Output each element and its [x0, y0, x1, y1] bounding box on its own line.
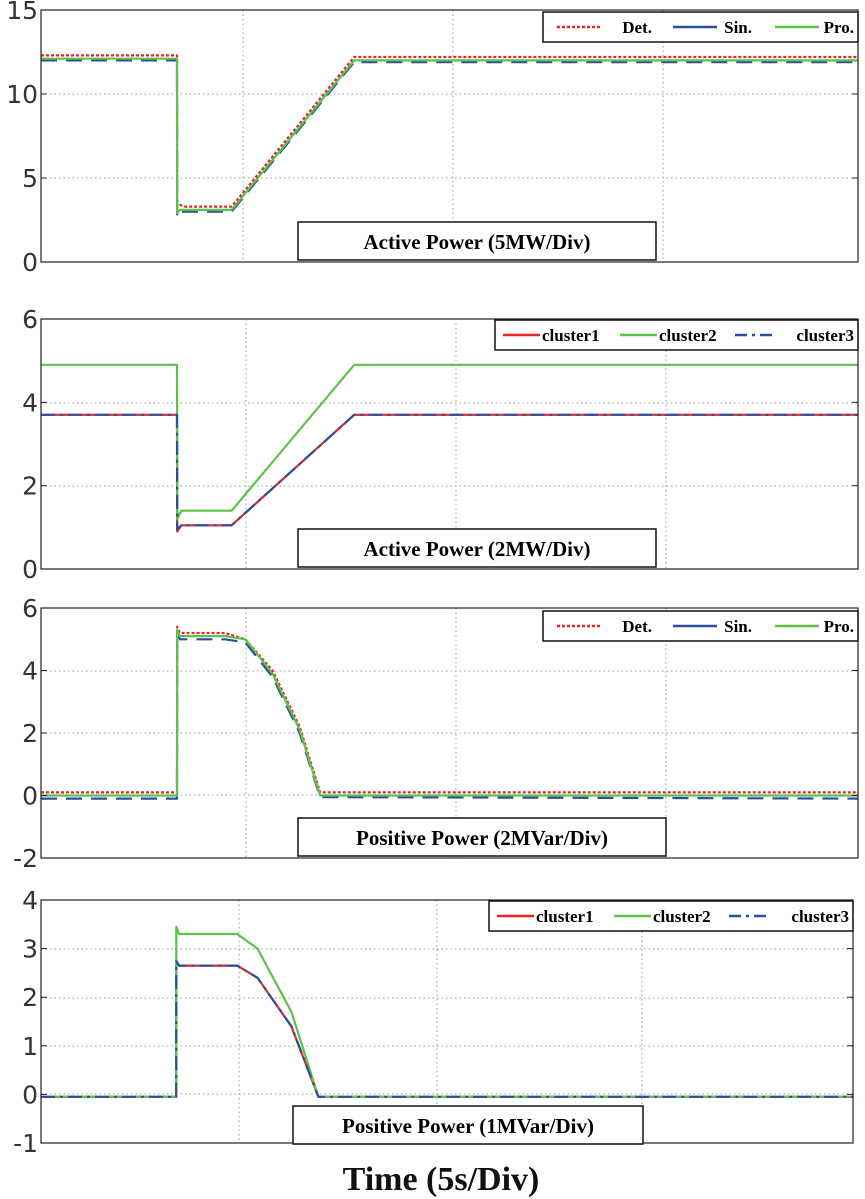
legend-label: Pro.	[824, 18, 854, 37]
caption-box	[297, 221, 657, 261]
chart-title: Active Power (2MW/Div)	[363, 537, 590, 561]
y-tick-label: 4	[22, 388, 38, 417]
y-tick-label: 5	[22, 164, 38, 193]
legend-label: cluster2	[653, 907, 711, 926]
y-tick-label: 2	[22, 472, 38, 501]
y-tick-label: 0	[22, 248, 38, 277]
series-line-pro	[41, 57, 858, 215]
y-tick-label: -1	[13, 1129, 38, 1158]
caption-box	[292, 1105, 644, 1145]
chart-panel-2: 0 2 4 6 cluster1 cluster2 cluster3 Active Power…	[22, 305, 859, 584]
legend-label: Sin.	[724, 617, 752, 636]
y-tick-label: 2	[22, 719, 38, 748]
series-line-cluster3	[41, 959, 853, 1098]
legend-label: Sin.	[724, 18, 752, 37]
y-tick-label: 2	[22, 983, 38, 1012]
chart-title: Positive Power (1MVar/Div)	[342, 1114, 594, 1138]
y-tick-label: 1	[22, 1032, 38, 1061]
caption-box	[297, 817, 667, 857]
legend-label: cluster1	[542, 326, 600, 345]
y-tick-label: 15	[6, 0, 38, 25]
series-line-pro	[41, 628, 858, 797]
y-tick-label: 0	[22, 782, 38, 811]
legend-box	[488, 900, 854, 932]
legend-label: Det.	[622, 617, 652, 636]
y-tick-label: 4	[22, 886, 38, 915]
y-tick-label: 4	[22, 657, 38, 686]
legend-label: cluster3	[796, 326, 854, 345]
chart-title: Positive Power (2MVar/Div)	[356, 826, 608, 850]
x-axis-label: Time (5s/Div)	[343, 1161, 540, 1198]
legend: cluster1 cluster2 cluster3	[494, 319, 859, 351]
series-line-cluster3	[41, 413, 858, 531]
legend-label: Pro.	[824, 617, 854, 636]
y-tick-label: 0	[22, 555, 38, 584]
legend-label: cluster3	[791, 907, 849, 926]
legend-box	[494, 319, 859, 351]
y-tick-label: 10	[6, 80, 38, 109]
legend-label: cluster1	[536, 907, 594, 926]
legend: cluster1 cluster2 cluster3	[488, 900, 854, 932]
caption-box	[297, 528, 657, 568]
y-tick-label: 0	[22, 1080, 38, 1109]
y-tick-label: -2	[13, 844, 38, 873]
chart-title: Active Power (5MW/Div)	[363, 230, 590, 254]
series-line-cluster2	[41, 363, 858, 521]
chart-panel-1: 0 5 10 15 Det. Sin. Pro. Active Power (5MW/Div)	[6, 0, 859, 277]
legend-label: Det.	[622, 18, 652, 37]
axes-frame	[40, 9, 859, 263]
legend-label: cluster2	[659, 326, 717, 345]
chart-panel-4: -1 0 1 2 3 4 cluster1 cluster2 cluster3 Positive …	[13, 886, 854, 1158]
chart-panel-3: -2 0 2 4 6 Det. Sin. Pro. Positive Power (2MVar/…	[13, 594, 859, 873]
axes-frame	[40, 318, 859, 570]
y-tick-label: 3	[22, 935, 38, 964]
y-tick-label: 6	[22, 594, 38, 623]
y-tick-label: 6	[22, 305, 38, 334]
legend: Det. Sin. Pro.	[542, 610, 859, 642]
legend: Det. Sin. Pro.	[542, 11, 859, 43]
